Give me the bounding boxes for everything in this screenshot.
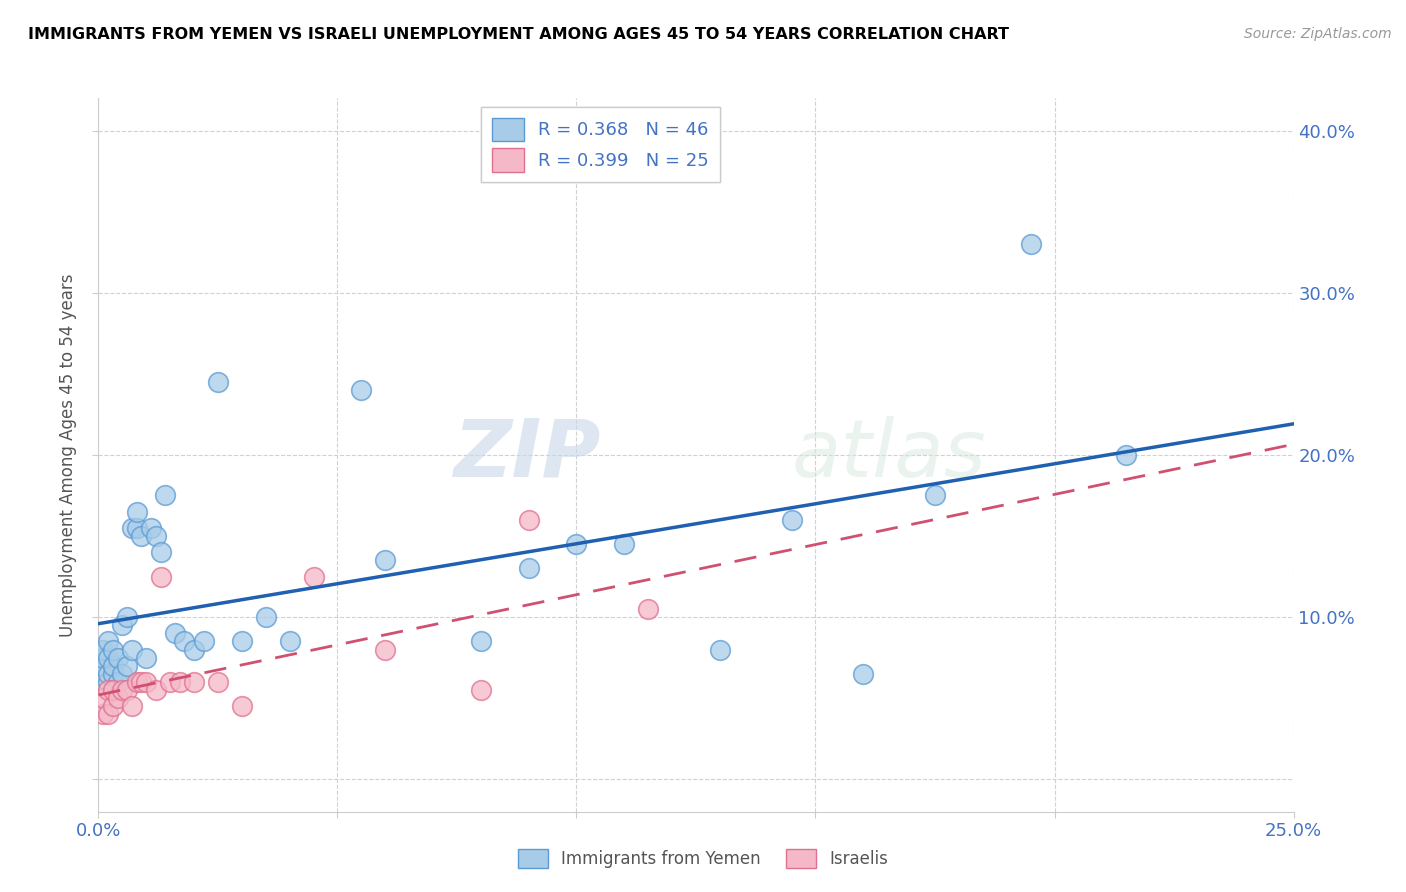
Point [193, 634, 215, 648]
Point [231, 699, 253, 714]
Point [1115, 448, 1137, 462]
Point [149, 545, 172, 559]
Point [97, 683, 120, 698]
Point [101, 683, 124, 698]
Legend: R = 0.368   N = 46, R = 0.399   N = 25: R = 0.368 N = 46, R = 0.399 N = 25 [481, 107, 720, 183]
Point [470, 683, 492, 698]
Point [91, 707, 114, 722]
Point [91, 642, 114, 657]
Point [709, 642, 731, 657]
Point [637, 602, 659, 616]
Point [121, 699, 143, 714]
Point [125, 521, 148, 535]
Point [517, 561, 540, 575]
Y-axis label: Unemployment Among Ages 45 to 54 years: Unemployment Among Ages 45 to 54 years [59, 273, 77, 637]
Point [125, 505, 148, 519]
Point [115, 683, 138, 698]
Point [159, 675, 181, 690]
Point [115, 658, 138, 673]
Point [121, 521, 143, 535]
Point [780, 513, 803, 527]
Point [517, 513, 540, 527]
Point [97, 666, 120, 681]
Point [145, 529, 167, 543]
Point [107, 650, 129, 665]
Point [111, 666, 134, 681]
Point [565, 537, 588, 551]
Point [470, 634, 492, 648]
Legend: Immigrants from Yemen, Israelis: Immigrants from Yemen, Israelis [512, 842, 894, 875]
Text: IMMIGRANTS FROM YEMEN VS ISRAELI UNEMPLOYMENT AMONG AGES 45 TO 54 YEARS CORRELAT: IMMIGRANTS FROM YEMEN VS ISRAELI UNEMPLO… [28, 27, 1010, 42]
Point [121, 642, 143, 657]
Point [350, 383, 373, 397]
Point [613, 537, 636, 551]
Point [374, 642, 396, 657]
Text: ZIP: ZIP [453, 416, 600, 494]
Text: Source: ZipAtlas.com: Source: ZipAtlas.com [1244, 27, 1392, 41]
Point [101, 642, 124, 657]
Point [111, 618, 134, 632]
Point [278, 634, 301, 648]
Point [135, 675, 157, 690]
Point [254, 610, 277, 624]
Point [91, 650, 114, 665]
Point [207, 375, 229, 389]
Point [231, 634, 253, 648]
Point [139, 521, 162, 535]
Point [924, 488, 946, 502]
Point [169, 675, 191, 690]
Point [173, 634, 195, 648]
Point [183, 642, 205, 657]
Point [207, 675, 229, 690]
Point [101, 658, 124, 673]
Text: atlas: atlas [792, 416, 987, 494]
Point [97, 675, 120, 690]
Point [163, 626, 186, 640]
Point [97, 634, 120, 648]
Point [374, 553, 396, 567]
Point [97, 707, 120, 722]
Point [107, 691, 129, 706]
Point [302, 569, 325, 583]
Point [135, 650, 157, 665]
Point [852, 666, 875, 681]
Point [101, 666, 124, 681]
Point [183, 675, 205, 690]
Point [115, 610, 138, 624]
Point [91, 658, 114, 673]
Point [125, 675, 148, 690]
Point [155, 488, 177, 502]
Point [131, 529, 153, 543]
Point [107, 675, 129, 690]
Point [91, 691, 114, 706]
Point [101, 699, 124, 714]
Point [145, 683, 167, 698]
Point [111, 683, 134, 698]
Point [97, 650, 120, 665]
Point [131, 675, 153, 690]
Point [1019, 237, 1042, 252]
Point [149, 569, 172, 583]
